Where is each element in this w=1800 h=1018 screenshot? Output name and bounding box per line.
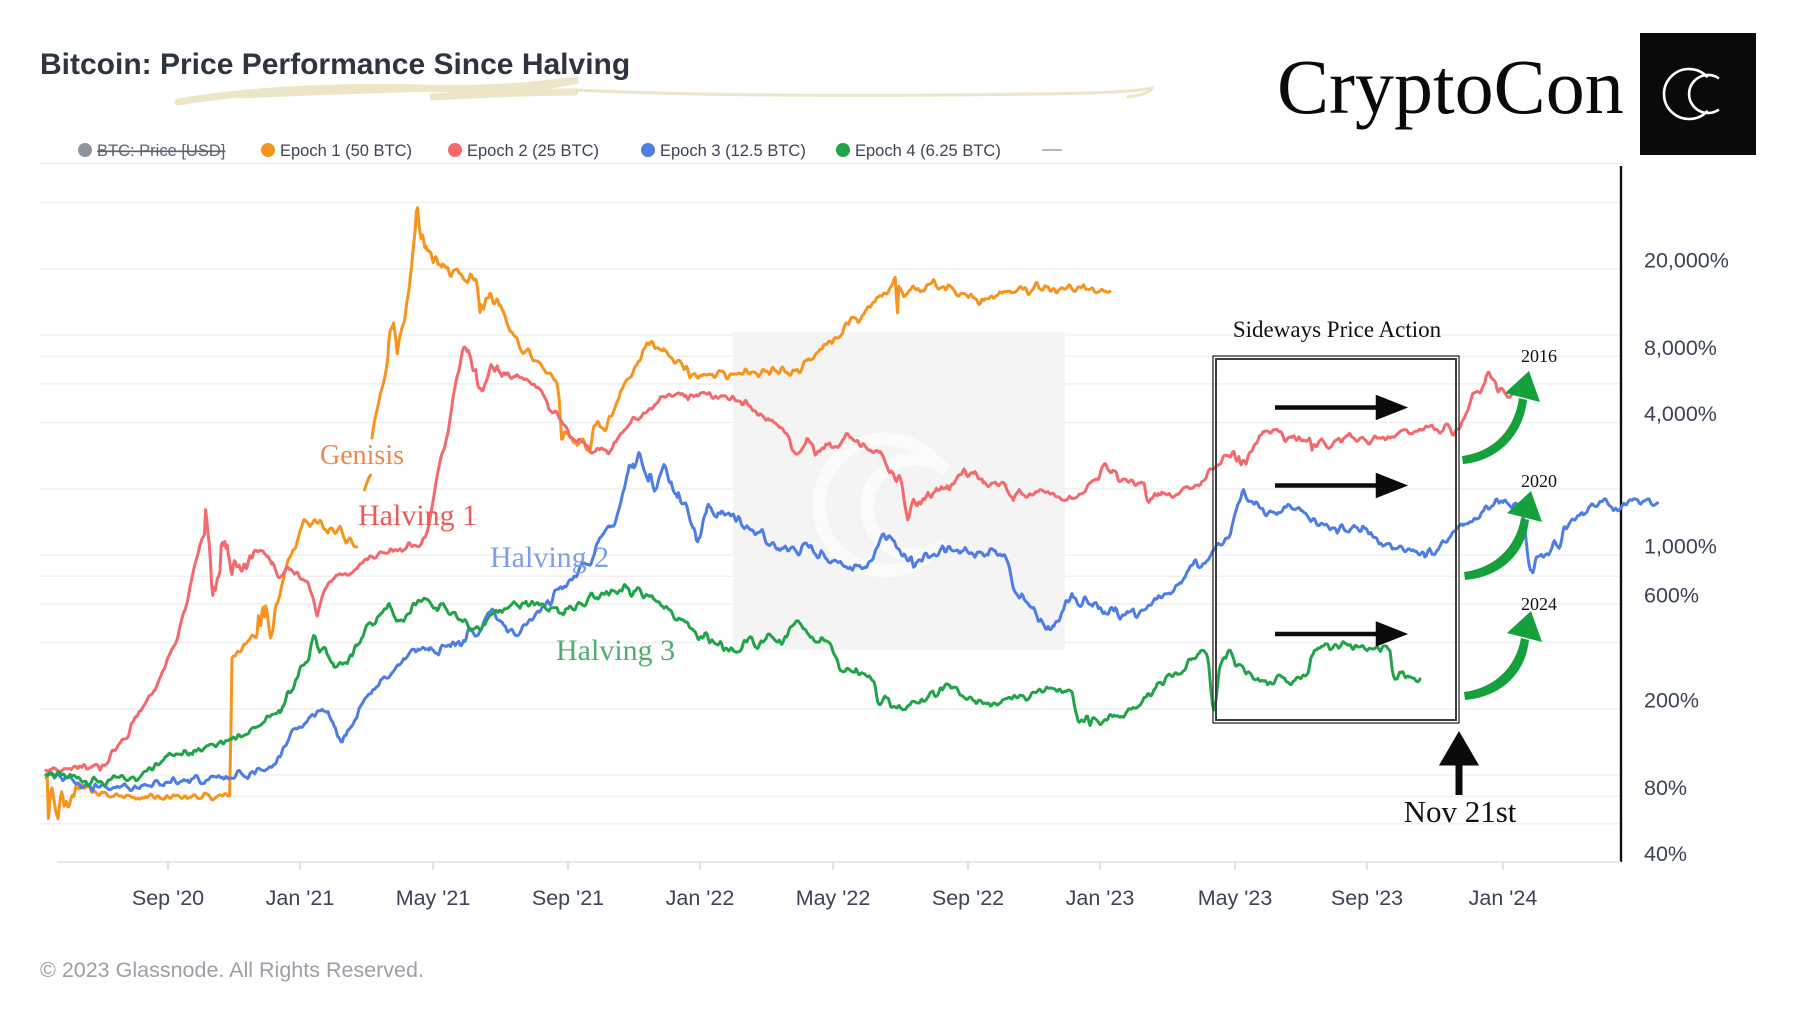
svg-text:200%: 200%: [1644, 688, 1699, 712]
svg-text:Sep '22: Sep '22: [932, 886, 1004, 910]
svg-text:8,000%: 8,000%: [1644, 336, 1717, 360]
svg-text:600%: 600%: [1644, 583, 1699, 607]
svg-text:Epoch 4 (6.25 BTC): Epoch 4 (6.25 BTC): [855, 142, 1001, 160]
svg-text:Epoch 2 (25 BTC): Epoch 2 (25 BTC): [467, 142, 599, 160]
svg-text:20,000%: 20,000%: [1644, 248, 1729, 272]
svg-text:Nov 21st: Nov 21st: [1404, 794, 1517, 829]
svg-text:4,000%: 4,000%: [1644, 402, 1717, 426]
svg-text:Jan '22: Jan '22: [666, 886, 735, 910]
svg-text:Genisis: Genisis: [320, 440, 404, 471]
svg-text:BTC: Price [USD]: BTC: Price [USD]: [97, 142, 225, 160]
svg-text:Sideways Price Action: Sideways Price Action: [1233, 317, 1442, 342]
svg-text:May '22: May '22: [796, 886, 871, 910]
svg-text:Jan '24: Jan '24: [1469, 886, 1538, 910]
svg-text:May '21: May '21: [396, 886, 471, 910]
svg-text:May '23: May '23: [1198, 886, 1273, 910]
svg-text:Epoch 1 (50 BTC): Epoch 1 (50 BTC): [280, 142, 412, 160]
svg-text:Sep '20: Sep '20: [132, 886, 204, 910]
svg-text:2016: 2016: [1521, 346, 1557, 366]
svg-text:2020: 2020: [1521, 471, 1557, 491]
svg-text:Jan '21: Jan '21: [266, 886, 335, 910]
svg-text:2024: 2024: [1521, 594, 1557, 614]
svg-text:Sep '21: Sep '21: [532, 886, 604, 910]
svg-text:Halving 3: Halving 3: [556, 634, 675, 667]
svg-text:Bitcoin: Price Performance Sin: Bitcoin: Price Performance Since Halving: [40, 48, 630, 81]
svg-text:80%: 80%: [1644, 776, 1687, 800]
svg-text:© 2023 Glassnode. All Rights R: © 2023 Glassnode. All Rights Reserved.: [40, 958, 424, 982]
svg-text:40%: 40%: [1644, 842, 1687, 866]
svg-text:CryptoCon: CryptoCon: [1277, 43, 1624, 130]
svg-text:Jan '23: Jan '23: [1066, 886, 1135, 910]
svg-text:Sep '23: Sep '23: [1331, 886, 1403, 910]
svg-text:1,000%: 1,000%: [1644, 535, 1717, 559]
svg-text:Halving 2: Halving 2: [490, 541, 609, 574]
svg-text:Halving 1: Halving 1: [358, 499, 477, 532]
svg-text:Epoch 3 (12.5 BTC): Epoch 3 (12.5 BTC): [660, 142, 806, 160]
